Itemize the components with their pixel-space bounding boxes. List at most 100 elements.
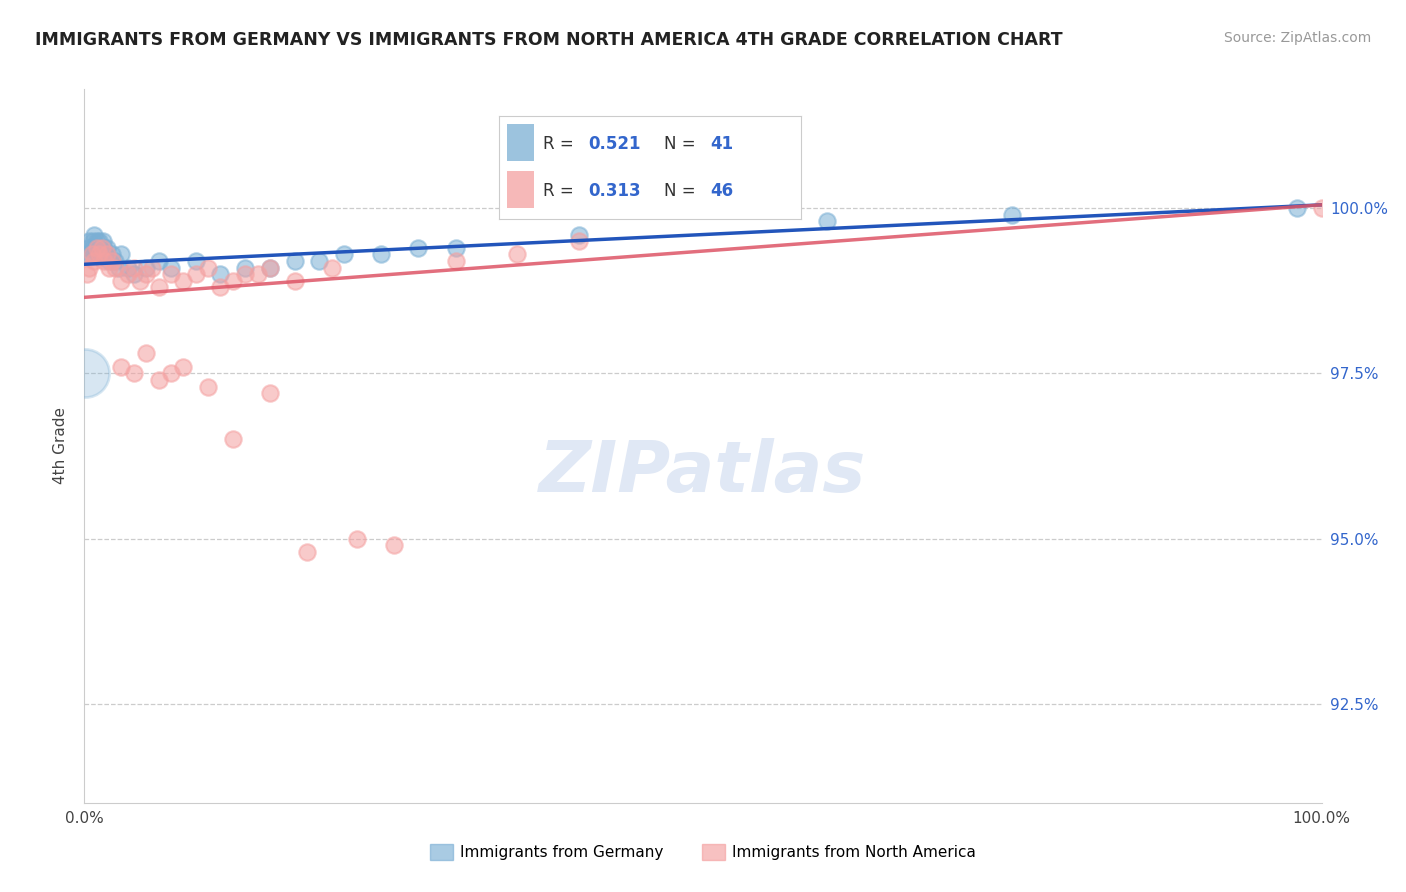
Point — [135, 260, 157, 275]
Point — [93, 241, 115, 255]
Text: N =: N = — [664, 182, 696, 200]
Point — [135, 267, 157, 281]
Point — [89, 247, 111, 261]
Point — [1001, 208, 1024, 222]
Point — [135, 346, 157, 360]
Point — [117, 267, 139, 281]
Point — [108, 260, 131, 275]
Point — [222, 274, 245, 288]
Text: R =: R = — [543, 182, 574, 200]
Point — [160, 367, 183, 381]
Point — [96, 241, 118, 255]
Point — [209, 267, 232, 281]
Point — [89, 241, 111, 255]
Point — [222, 433, 245, 447]
Point — [104, 260, 127, 275]
Point — [90, 247, 112, 261]
Point — [98, 254, 121, 268]
Point — [233, 260, 256, 275]
Point — [568, 234, 591, 248]
Point — [1285, 201, 1308, 215]
Point — [82, 234, 104, 248]
Point — [197, 260, 219, 275]
Point — [160, 260, 183, 275]
Point — [104, 254, 127, 268]
Point — [172, 274, 194, 288]
Text: Source: ZipAtlas.com: Source: ZipAtlas.com — [1223, 31, 1371, 45]
Point — [141, 260, 163, 275]
Point — [408, 241, 430, 255]
Point — [148, 254, 170, 268]
Text: IMMIGRANTS FROM GERMANY VS IMMIGRANTS FROM NORTH AMERICA 4TH GRADE CORRELATION C: IMMIGRANTS FROM GERMANY VS IMMIGRANTS FR… — [35, 31, 1063, 49]
Point — [321, 260, 343, 275]
Point — [90, 241, 112, 255]
Point — [117, 260, 139, 275]
Point — [382, 538, 405, 552]
Point — [148, 280, 170, 294]
Point — [96, 247, 118, 261]
Point — [259, 260, 281, 275]
Point — [444, 254, 467, 268]
Text: 41: 41 — [710, 135, 734, 153]
Point — [568, 227, 591, 242]
Point — [93, 254, 115, 268]
Point — [184, 254, 207, 268]
Point — [79, 247, 101, 261]
Point — [77, 241, 100, 255]
Point — [284, 274, 307, 288]
Point — [1310, 201, 1333, 215]
Point — [444, 241, 467, 255]
Point — [184, 267, 207, 281]
Point — [197, 379, 219, 393]
Point — [122, 367, 145, 381]
Text: R =: R = — [543, 135, 574, 153]
Point — [333, 247, 356, 261]
Point — [295, 545, 318, 559]
Point — [87, 247, 110, 261]
Point — [129, 274, 152, 288]
Point — [259, 386, 281, 401]
Point — [284, 254, 307, 268]
Point — [815, 214, 838, 228]
Text: 0.521: 0.521 — [588, 135, 641, 153]
Legend: Immigrants from Germany, Immigrants from North America: Immigrants from Germany, Immigrants from… — [423, 838, 983, 866]
Point — [94, 247, 117, 261]
Point — [83, 227, 105, 242]
Point — [86, 241, 108, 255]
Point — [76, 247, 98, 261]
Text: 0.313: 0.313 — [588, 182, 641, 200]
Point — [84, 241, 107, 255]
Point — [233, 267, 256, 281]
Point — [160, 267, 183, 281]
Point — [259, 260, 281, 275]
Point — [370, 247, 392, 261]
Text: ZIPatlas: ZIPatlas — [540, 438, 866, 508]
Point — [148, 373, 170, 387]
Point — [246, 267, 269, 281]
Point — [209, 280, 232, 294]
Point — [98, 260, 121, 275]
Point — [73, 367, 96, 381]
Y-axis label: 4th Grade: 4th Grade — [53, 408, 69, 484]
Point — [346, 532, 368, 546]
Point — [80, 241, 103, 255]
Point — [100, 254, 122, 268]
Point — [122, 267, 145, 281]
Point — [506, 247, 529, 261]
Bar — [506, 124, 534, 161]
Point — [89, 234, 111, 248]
Point — [76, 267, 98, 281]
Point — [86, 234, 108, 248]
Text: N =: N = — [664, 135, 696, 153]
Point — [110, 247, 132, 261]
Point — [172, 359, 194, 374]
Point — [110, 359, 132, 374]
Point — [122, 260, 145, 275]
Point — [308, 254, 330, 268]
Point — [80, 247, 103, 261]
Text: 46: 46 — [710, 182, 734, 200]
Point — [100, 247, 122, 261]
Bar — [506, 171, 534, 208]
Point — [110, 274, 132, 288]
Point — [79, 260, 101, 275]
